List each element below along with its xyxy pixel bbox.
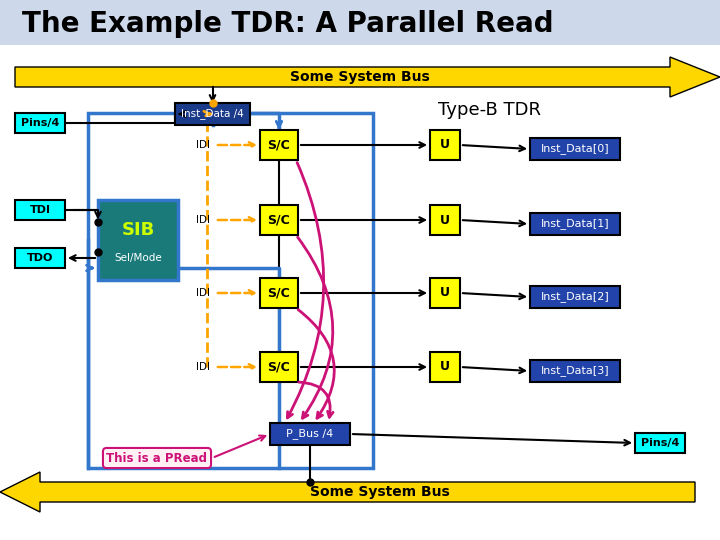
FancyBboxPatch shape [430, 205, 460, 235]
Text: TDO: TDO [27, 253, 53, 263]
FancyBboxPatch shape [430, 130, 460, 160]
FancyBboxPatch shape [15, 200, 65, 220]
FancyBboxPatch shape [430, 352, 460, 382]
Text: SIB: SIB [122, 221, 155, 239]
FancyBboxPatch shape [98, 200, 178, 280]
Text: Some System Bus: Some System Bus [290, 70, 430, 84]
Text: Sel/Mode: Sel/Mode [114, 253, 162, 262]
FancyBboxPatch shape [175, 103, 250, 125]
FancyBboxPatch shape [430, 278, 460, 308]
Text: U: U [440, 213, 450, 226]
Text: IDI: IDI [196, 140, 210, 150]
Polygon shape [15, 57, 720, 97]
Text: The Example TDR: A Parallel Read: The Example TDR: A Parallel Read [22, 10, 554, 38]
Text: S/C: S/C [268, 361, 290, 374]
FancyBboxPatch shape [15, 113, 65, 133]
FancyBboxPatch shape [530, 360, 620, 382]
Text: TDI: TDI [30, 205, 50, 215]
Text: Inst_Data[3]: Inst_Data[3] [541, 366, 609, 376]
Text: U: U [440, 287, 450, 300]
FancyBboxPatch shape [260, 278, 298, 308]
Text: S/C: S/C [268, 213, 290, 226]
Text: IDI: IDI [196, 362, 210, 372]
FancyBboxPatch shape [260, 205, 298, 235]
Text: U: U [440, 361, 450, 374]
Text: Inst_Data[2]: Inst_Data[2] [541, 292, 609, 302]
FancyBboxPatch shape [635, 433, 685, 453]
FancyBboxPatch shape [260, 352, 298, 382]
Text: Pins/4: Pins/4 [641, 438, 679, 448]
FancyBboxPatch shape [530, 286, 620, 308]
Text: U: U [440, 138, 450, 152]
Text: This is a PRead: This is a PRead [107, 451, 207, 464]
Text: Inst_Data[0]: Inst_Data[0] [541, 144, 609, 154]
Text: Type-B TDR: Type-B TDR [438, 101, 541, 119]
Text: S/C: S/C [268, 287, 290, 300]
FancyBboxPatch shape [0, 0, 720, 45]
FancyBboxPatch shape [15, 248, 65, 268]
Text: Inst_Data /4: Inst_Data /4 [181, 109, 244, 119]
Text: S/C: S/C [268, 138, 290, 152]
Text: P_Bus /4: P_Bus /4 [287, 429, 333, 440]
Polygon shape [0, 472, 695, 512]
FancyBboxPatch shape [530, 213, 620, 235]
FancyBboxPatch shape [260, 130, 298, 160]
FancyBboxPatch shape [530, 138, 620, 160]
Text: Inst_Data[1]: Inst_Data[1] [541, 219, 609, 230]
Text: Pins/4: Pins/4 [21, 118, 59, 128]
FancyBboxPatch shape [270, 423, 350, 445]
Text: Some System Bus: Some System Bus [310, 485, 450, 499]
Text: IDI: IDI [196, 215, 210, 225]
Text: IDI: IDI [196, 288, 210, 298]
